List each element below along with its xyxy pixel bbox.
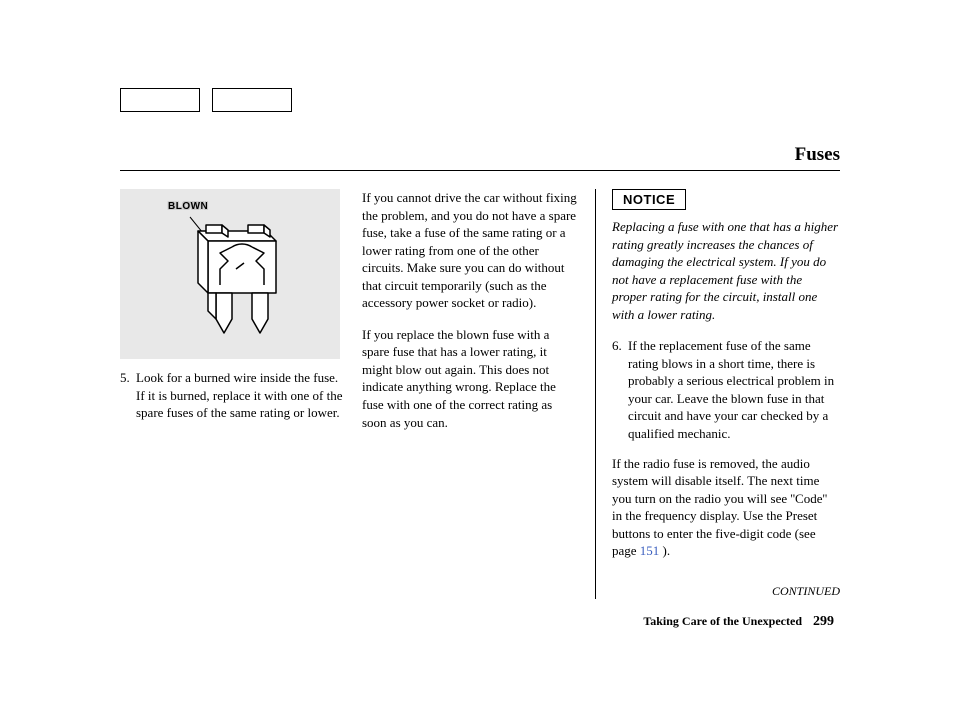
notice-label: NOTICE: [623, 192, 675, 207]
nav-box-prev[interactable]: [120, 88, 200, 112]
page-title: Fuses: [795, 144, 840, 166]
step-text: If the replacement fuse of the same rati…: [628, 337, 840, 442]
step-5: 5. Look for a burned wire inside the fus…: [120, 369, 344, 422]
paragraph-text-b: ).: [659, 543, 670, 558]
nav-box-row: [120, 88, 840, 112]
notice-text: Replacing a fuse with one that has a hig…: [612, 218, 840, 323]
step-number: 5.: [120, 369, 136, 422]
step-number: 6.: [612, 337, 628, 442]
footer-section: Taking Care of the Unexpected: [643, 614, 802, 628]
paragraph: If the radio fuse is removed, the audio …: [612, 455, 840, 560]
fuse-figure: BLOWN: [120, 189, 340, 359]
column-1: BLOWN: [120, 189, 352, 599]
fuse-illustration: [120, 189, 340, 359]
column-3: NOTICE Replacing a fuse with one that ha…: [596, 189, 840, 599]
step-text: Look for a burned wire inside the fuse. …: [136, 369, 344, 422]
title-row: Fuses: [120, 144, 840, 171]
paragraph: If you cannot drive the car without fixi…: [362, 189, 579, 312]
nav-box-next[interactable]: [212, 88, 292, 112]
page-link[interactable]: 151: [640, 543, 660, 558]
column-2: If you cannot drive the car without fixi…: [352, 189, 596, 599]
step-6: 6. If the replacement fuse of the same r…: [612, 337, 840, 442]
content-columns: BLOWN: [120, 189, 840, 599]
continued-label: CONTINUED: [612, 584, 840, 599]
footer-page-number: 299: [813, 614, 834, 629]
page-footer: Taking Care of the Unexpected 299: [643, 614, 834, 630]
notice-box: NOTICE: [612, 189, 686, 210]
paragraph: If you replace the blown fuse with a spa…: [362, 326, 579, 431]
